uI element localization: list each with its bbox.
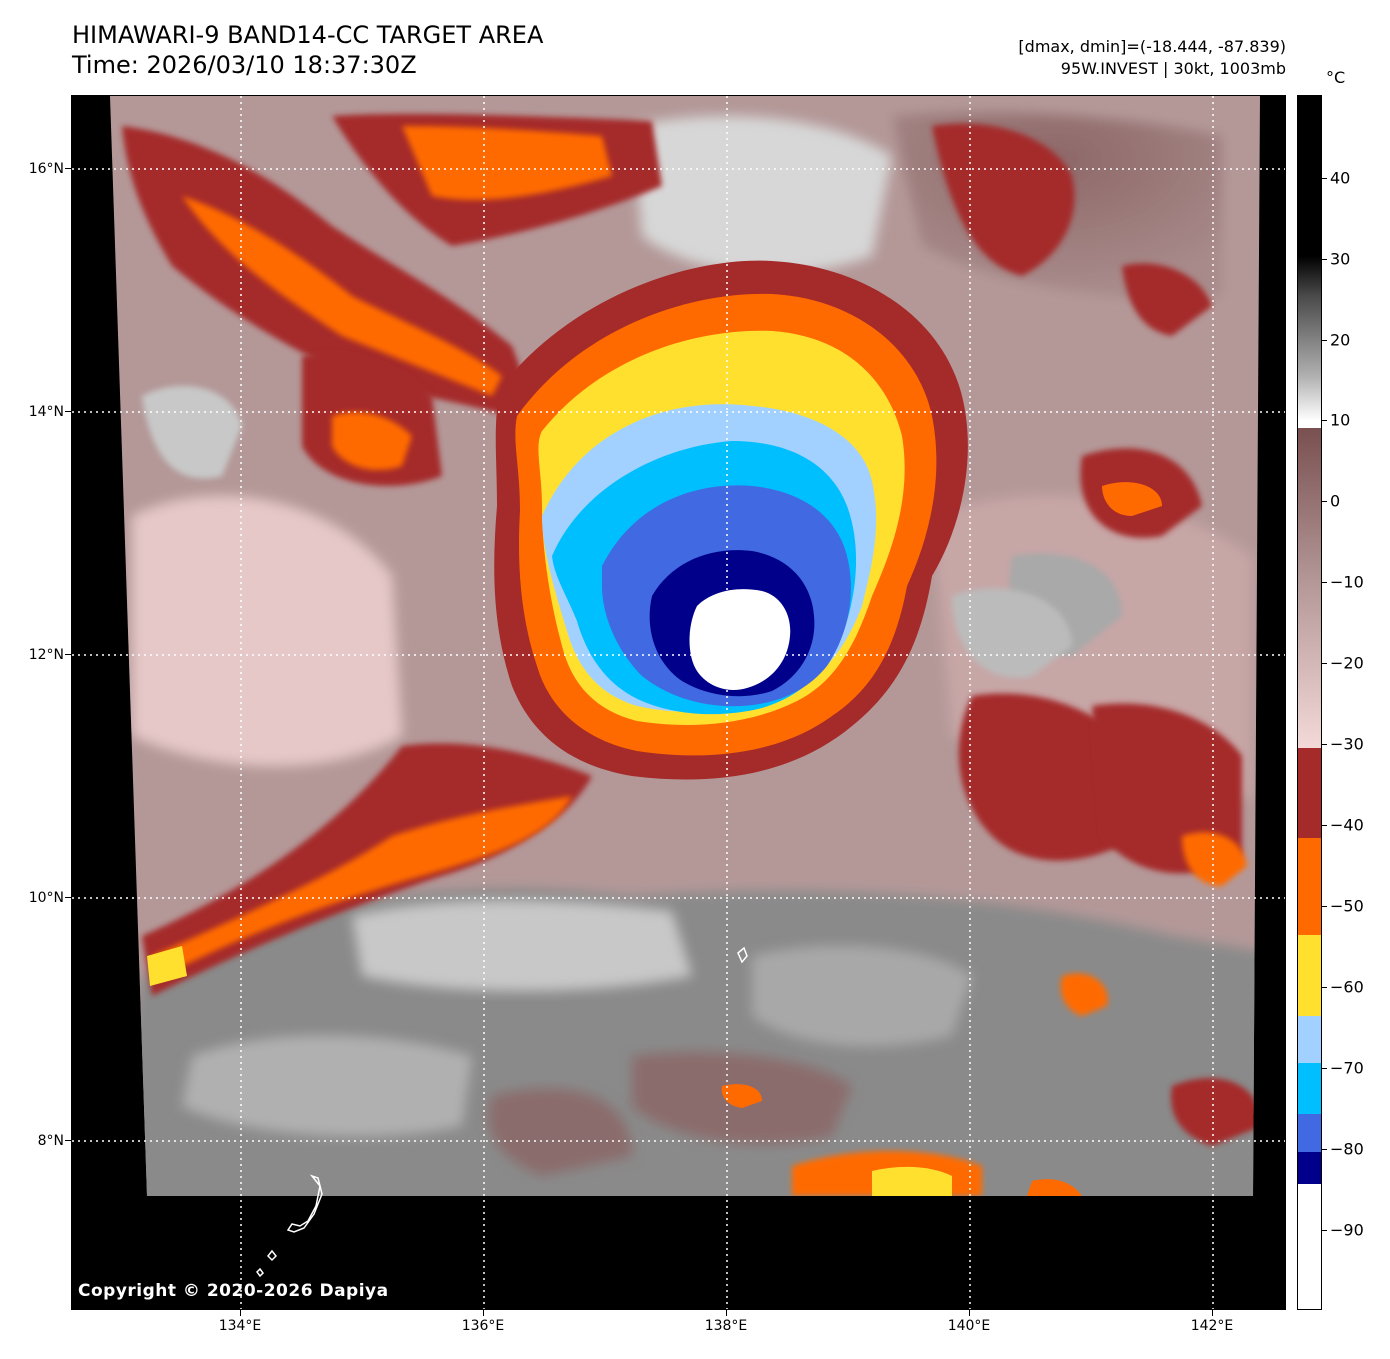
coastline [256, 946, 748, 1278]
colorbar-label-minus50: −50 [1330, 896, 1364, 916]
colorbar-tick [1322, 744, 1327, 745]
lat-label-14n: 14°N [28, 404, 64, 420]
colorbar-tick [1322, 259, 1327, 260]
ir-imagery [72, 96, 1285, 1309]
colorbar-label-minus90: −90 [1330, 1220, 1364, 1240]
colorbar-label-0: 0 [1330, 491, 1341, 511]
colorbar-label-40: 40 [1330, 168, 1351, 188]
colorbar-darkred-segment [1298, 748, 1321, 838]
colorbar-tick [1322, 825, 1327, 826]
lon-label-138e: 138°E [704, 1318, 748, 1334]
title-product: HIMAWARI-9 BAND14-CC TARGET AREA [72, 21, 544, 49]
lat-tick [65, 897, 71, 898]
colorbar-lightblue-segment [1298, 1016, 1321, 1063]
lon-tick [483, 1310, 484, 1316]
colorbar-unit: °C [1326, 68, 1346, 87]
colorbar-tick [1322, 663, 1327, 664]
colorbar-white-segment [1298, 1184, 1321, 1309]
colorbar-yellow-segment [1298, 935, 1321, 1016]
colorbar-navy-segment [1298, 1152, 1321, 1184]
range-info: [dmax, dmin]=(-18.444, -87.839) [1018, 37, 1286, 56]
colorbar-label-minus10: −10 [1330, 572, 1364, 592]
colorbar-label-minus70: −70 [1330, 1058, 1364, 1078]
colorbar-orange-segment [1298, 838, 1321, 935]
colorbar-label-minus40: −40 [1330, 815, 1364, 835]
colorbar-tick [1322, 1230, 1327, 1231]
lat-label-8n: 8°N [37, 1133, 64, 1149]
colorbar-tick [1322, 420, 1327, 421]
colorbar-label-minus60: −60 [1330, 977, 1364, 997]
lat-tick [65, 411, 71, 412]
colorbar-label-10: 10 [1330, 410, 1351, 430]
colorbar-tick [1322, 501, 1327, 502]
colorbar-label-30: 30 [1330, 249, 1351, 269]
colorbar-brown-pink-segment [1298, 428, 1321, 748]
graticule [72, 96, 1285, 1309]
colorbar-tick [1322, 906, 1327, 907]
swath-imagery [110, 96, 1260, 1196]
colorbar-tick [1322, 1068, 1327, 1069]
lon-label-136e: 136°E [461, 1318, 505, 1334]
colorbar-tick [1322, 178, 1327, 179]
copyright-text: Copyright © 2020-2026 Dapiya [78, 1281, 389, 1301]
storm-core [494, 260, 968, 780]
colorbar-tick [1322, 987, 1327, 988]
lat-label-12n: 12°N [28, 647, 64, 663]
lon-tick [726, 1310, 727, 1316]
colorbar-label-minus20: −20 [1330, 653, 1364, 673]
colorbar-tick [1322, 1149, 1327, 1150]
storm-details: 95W.INVEST | 30kt, 1003mb [1060, 59, 1286, 78]
lon-label-142e: 142°E [1190, 1318, 1234, 1334]
storm-info: [dmax, dmin]=(-18.444, -87.839) 95W.INVE… [1018, 36, 1286, 80]
colorbar-grey-segment [1298, 96, 1321, 428]
lat-label-16n: 16°N [28, 161, 64, 177]
lat-tick [65, 1140, 71, 1141]
lon-tick [1212, 1310, 1213, 1316]
satellite-map: Copyright © 2020-2026 Dapiya [71, 95, 1286, 1310]
lon-tick [240, 1310, 241, 1316]
colorbar-skyblue-segment [1298, 1063, 1321, 1114]
title-time: Time: 2026/03/10 18:37:30Z [72, 51, 417, 79]
colorbar-label-20: 20 [1330, 330, 1351, 350]
lon-tick [969, 1310, 970, 1316]
colorbar-tick [1322, 340, 1327, 341]
colorbar-label-minus30: −30 [1330, 734, 1364, 754]
lat-label-10n: 10°N [28, 890, 64, 906]
lat-tick [65, 654, 71, 655]
lat-tick [65, 168, 71, 169]
colorbar-tick [1322, 582, 1327, 583]
colorbar [1297, 95, 1322, 1310]
lon-label-134e: 134°E [218, 1318, 262, 1334]
chart-title: HIMAWARI-9 BAND14-CC TARGET AREA Time: 2… [72, 20, 543, 80]
colorbar-royalblue-segment [1298, 1114, 1321, 1152]
lon-label-140e: 140°E [947, 1318, 991, 1334]
colorbar-label-minus80: −80 [1330, 1139, 1364, 1159]
